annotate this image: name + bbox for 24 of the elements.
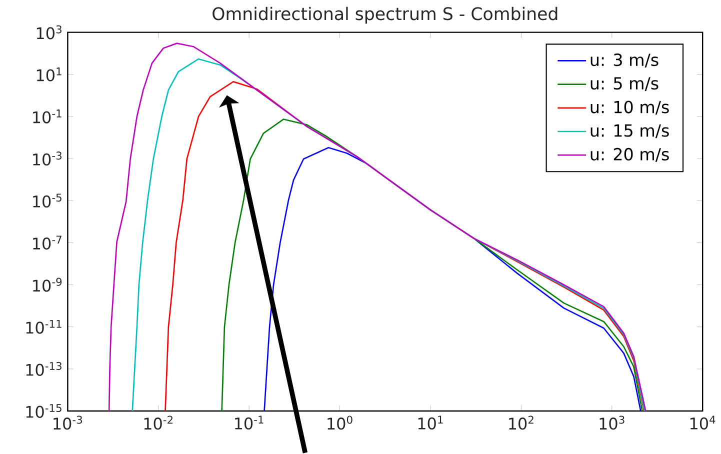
- y-tick-label: 10$^{-1}$: [33, 110, 62, 124]
- legend-label: u: 20 m/s: [590, 148, 669, 162]
- chart-title: Omnidirectional spectrum S - Combined: [212, 6, 558, 24]
- y-tick-label: 10$^{-11}$: [26, 320, 62, 334]
- legend-label: u: 3 m/s: [590, 54, 658, 68]
- y-tick-label: 10$^{-9}$: [33, 278, 62, 292]
- y-tick-label: 10$^{1}$: [36, 67, 62, 82]
- y-tick-label: 10$^{-15}$: [26, 404, 62, 418]
- legend-label: u: 10 m/s: [590, 100, 669, 115]
- y-tick-label: 10$^{-7}$: [33, 236, 62, 250]
- x-tick-label: 10$^{-1}$: [235, 416, 264, 430]
- legend-label: u: 15 m/s: [590, 124, 669, 138]
- y-tick-label: 10$^{-13}$: [26, 362, 62, 376]
- x-tick-label: 10$^{4}$: [690, 416, 716, 430]
- x-tick-label: 10$^{0}$: [328, 416, 352, 430]
- x-tick-label: 10$^{-3}$: [54, 416, 82, 430]
- x-tick-label: 10$^{-2}$: [144, 416, 172, 430]
- y-tick-label: 10$^{3}$: [36, 25, 62, 40]
- y-tick-label: 10$^{-5}$: [33, 194, 62, 208]
- legend-label: u: 5 m/s: [590, 77, 658, 91]
- x-tick-label: 10$^{1}$: [418, 416, 443, 430]
- x-tick-label: 10$^{3}$: [600, 416, 624, 430]
- x-tick-label: 10$^{2}$: [509, 416, 534, 430]
- y-tick-label: 10$^{-3}$: [33, 152, 62, 166]
